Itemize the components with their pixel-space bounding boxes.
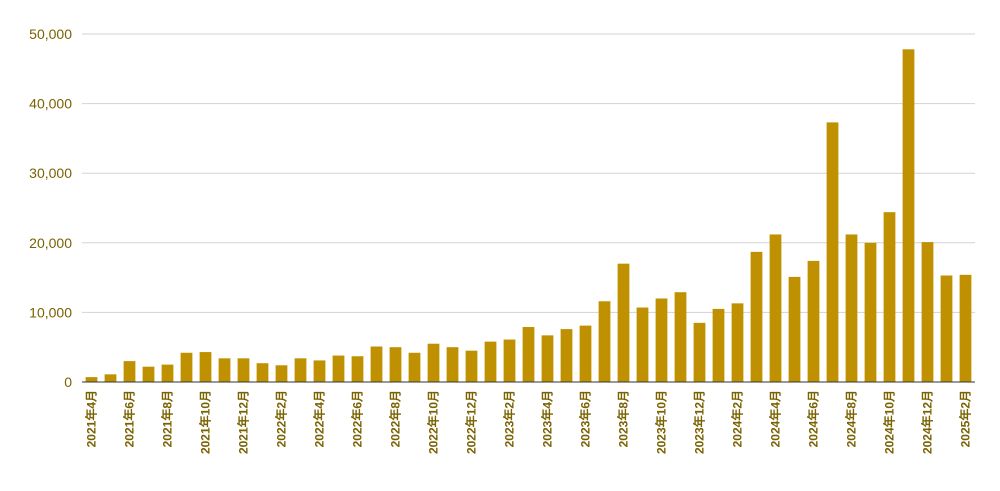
bar xyxy=(218,358,231,382)
bar xyxy=(503,339,516,382)
y-tick-label: 40,000 xyxy=(29,96,72,112)
x-tick-label: 2023年4月 xyxy=(540,390,555,447)
bar xyxy=(313,360,326,382)
x-tick-label: 2021年8月 xyxy=(160,390,175,447)
y-tick-label: 20,000 xyxy=(29,235,72,251)
x-tick-label: 2022年10月 xyxy=(426,390,441,454)
bar xyxy=(731,303,744,382)
bar xyxy=(427,343,440,382)
bar xyxy=(826,122,839,382)
bar xyxy=(237,358,250,382)
bar xyxy=(370,346,383,382)
x-tick-label: 2022年6月 xyxy=(350,390,365,447)
bar xyxy=(180,352,193,382)
bar xyxy=(104,374,117,382)
bar xyxy=(579,325,592,382)
bar xyxy=(522,327,535,382)
x-tick-label: 2024年2月 xyxy=(730,390,745,447)
bar xyxy=(769,234,782,382)
x-tick-label: 2023年2月 xyxy=(502,390,517,447)
bar xyxy=(883,212,896,382)
bar xyxy=(256,363,269,382)
bar xyxy=(636,307,649,382)
y-tick-label: 0 xyxy=(64,374,72,390)
x-tick-label: 2024年12月 xyxy=(920,390,935,454)
bar xyxy=(123,361,136,382)
bar xyxy=(560,329,573,382)
bar xyxy=(712,308,725,382)
bar xyxy=(959,274,972,382)
y-tick-label: 30,000 xyxy=(29,165,72,181)
bar xyxy=(674,292,687,382)
x-tick-label: 2023年8月 xyxy=(616,390,631,447)
x-axis-ticks: 2021年4月 2021年6月 2021年8月 2021年10月 2021年12月 202… xyxy=(84,390,973,454)
gridlines xyxy=(82,33,975,313)
x-tick-label: 2024年6月 xyxy=(806,390,821,447)
bar xyxy=(351,356,364,382)
bar xyxy=(199,352,212,382)
bar xyxy=(598,301,611,382)
x-tick-label: 2024年10月 xyxy=(882,390,897,454)
bar xyxy=(693,322,706,382)
y-axis-ticks: 0 10,000 20,000 30,000 40,000 50,000 xyxy=(29,26,72,390)
x-tick-label: 2022年4月 xyxy=(312,390,327,447)
x-tick-label: 2023年12月 xyxy=(692,390,707,454)
bar xyxy=(161,364,174,382)
bar xyxy=(788,276,801,382)
bars xyxy=(85,49,972,382)
bar xyxy=(389,347,402,382)
x-tick-label: 2022年12月 xyxy=(464,390,479,454)
bar xyxy=(864,242,877,382)
x-tick-label: 2023年6月 xyxy=(578,390,593,447)
x-tick-label: 2021年12月 xyxy=(236,390,251,454)
x-tick-label: 2025年2月 xyxy=(958,390,973,447)
x-tick-label: 2021年4月 xyxy=(84,390,99,447)
x-tick-label: 2023年10月 xyxy=(654,390,669,454)
y-tick-label: 10,000 xyxy=(29,304,72,320)
bar xyxy=(750,251,763,382)
x-tick-label: 2022年2月 xyxy=(274,390,289,447)
bar xyxy=(940,275,953,382)
bar xyxy=(921,242,934,382)
bar xyxy=(655,298,668,382)
y-tick-label: 50,000 xyxy=(29,26,72,42)
bar xyxy=(465,350,478,382)
bar xyxy=(85,377,98,382)
bar xyxy=(845,234,858,382)
bar xyxy=(275,365,288,382)
bar xyxy=(446,347,459,382)
bar xyxy=(142,366,155,382)
bar xyxy=(807,260,820,382)
x-tick-label: 2021年6月 xyxy=(122,390,137,447)
bar xyxy=(294,358,307,382)
bar xyxy=(484,341,497,382)
bar xyxy=(408,352,421,382)
x-tick-label: 2022年8月 xyxy=(388,390,403,447)
bar xyxy=(332,355,345,382)
x-tick-label: 2024年8月 xyxy=(844,390,859,447)
bar xyxy=(902,49,915,382)
bar xyxy=(617,263,630,382)
x-tick-label: 2021年10月 xyxy=(198,390,213,454)
bar xyxy=(541,335,554,382)
x-tick-label: 2024年4月 xyxy=(768,390,783,447)
